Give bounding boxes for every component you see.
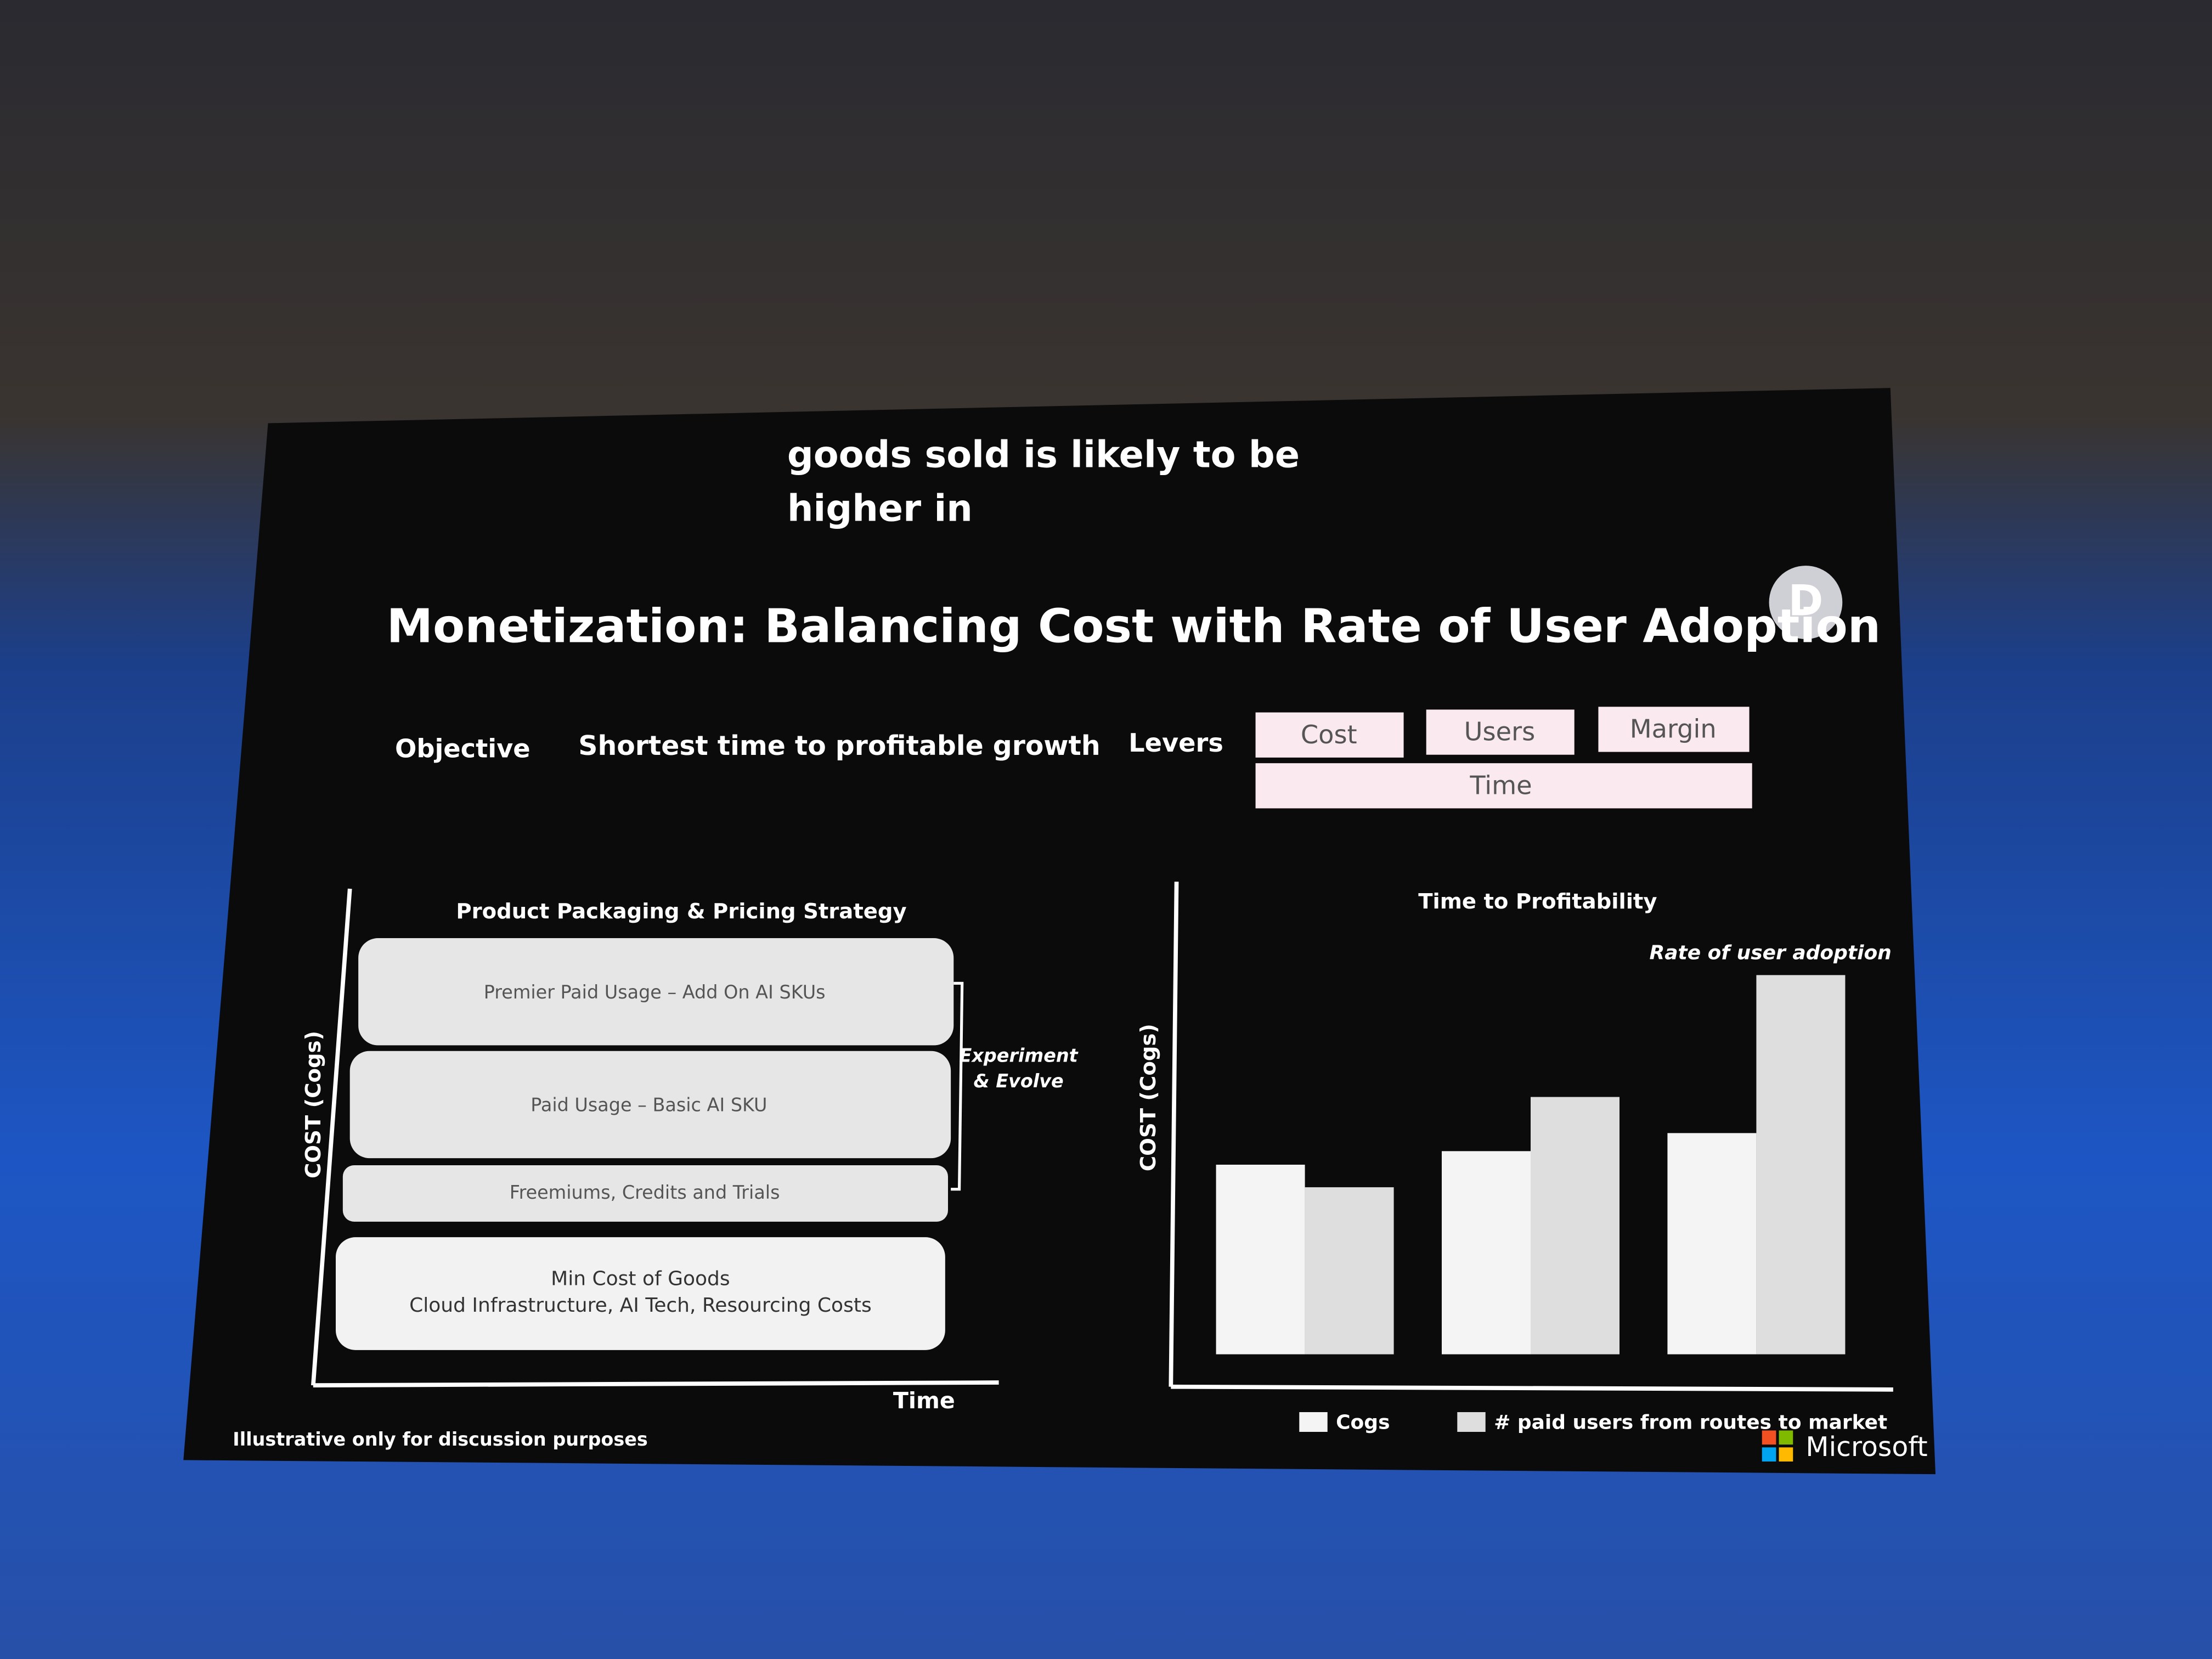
chart-title: Time to Profitability bbox=[1418, 889, 1657, 914]
objective-text: Shortest time to profitable growth bbox=[578, 730, 1100, 761]
caption-line: goods sold is likely to be bbox=[787, 433, 1300, 476]
chart-x-axis bbox=[1171, 1384, 1893, 1392]
objective-label: Objective bbox=[395, 734, 531, 764]
layer bbox=[349, 1051, 951, 1159]
lever-box bbox=[1255, 763, 1752, 809]
lever: Margin bbox=[1630, 714, 1717, 744]
badge: D bbox=[1788, 577, 1823, 626]
x-axis bbox=[313, 1380, 999, 1387]
levers-label: Levers bbox=[1128, 728, 1223, 758]
lever-box bbox=[1255, 712, 1404, 758]
logo-square bbox=[1762, 1447, 1776, 1462]
chart-y-label: COST (Cogs) bbox=[1136, 1024, 1161, 1171]
lever: Cost bbox=[1301, 720, 1357, 749]
bar bbox=[1756, 975, 1846, 1355]
y-label: COST (Cogs) bbox=[301, 1031, 326, 1178]
bracket-label: Experiment bbox=[960, 1045, 1079, 1066]
lever-box bbox=[1598, 707, 1750, 752]
bar bbox=[1667, 1133, 1757, 1355]
layer-text: Freemiums, Credits and Trials bbox=[510, 1182, 780, 1203]
layer bbox=[342, 1165, 948, 1222]
layer-text: Cloud Infrastructure, AI Tech, Resourcin… bbox=[409, 1294, 872, 1317]
lever-box bbox=[1426, 709, 1575, 755]
bar bbox=[1305, 1187, 1394, 1355]
logo-square bbox=[1779, 1430, 1793, 1445]
brand: Microsoft bbox=[1805, 1431, 1927, 1463]
bracket bbox=[951, 981, 964, 1191]
annotation: Rate of user adoption bbox=[1649, 941, 1891, 964]
bar bbox=[1216, 1164, 1305, 1355]
layer bbox=[358, 938, 954, 1046]
legend-swatch bbox=[1457, 1412, 1486, 1432]
bracket-label: & Evolve bbox=[973, 1070, 1063, 1092]
legend-label: Cogs bbox=[1336, 1412, 1390, 1434]
y-axis bbox=[311, 888, 352, 1386]
bar bbox=[1442, 1151, 1531, 1355]
layer bbox=[336, 1237, 945, 1350]
legend-swatch bbox=[1299, 1412, 1328, 1432]
lever: Time bbox=[1469, 770, 1532, 800]
footnote: Illustrative only for discussion purpose… bbox=[233, 1429, 648, 1450]
layer-text: Paid Usage – Basic AI SKU bbox=[531, 1094, 767, 1116]
logo-square bbox=[1762, 1430, 1776, 1445]
lever: Users bbox=[1464, 717, 1536, 747]
diagram-title: Product Packaging & Pricing Strategy bbox=[456, 899, 906, 924]
legend-label: # paid users from routes to market bbox=[1494, 1412, 1887, 1434]
badge-circle bbox=[1769, 566, 1843, 639]
logo-square bbox=[1779, 1447, 1793, 1462]
slide-title: Monetization: Balancing Cost with Rate o… bbox=[387, 599, 1881, 653]
x-label: Time bbox=[893, 1387, 955, 1414]
caption-line: higher in bbox=[787, 487, 973, 529]
bar bbox=[1531, 1097, 1620, 1355]
chart-y-axis bbox=[1169, 882, 1179, 1387]
layer-text: Min Cost of Goods bbox=[551, 1267, 730, 1290]
layer-text: Premier Paid Usage – Add On AI SKUs bbox=[484, 981, 826, 1003]
